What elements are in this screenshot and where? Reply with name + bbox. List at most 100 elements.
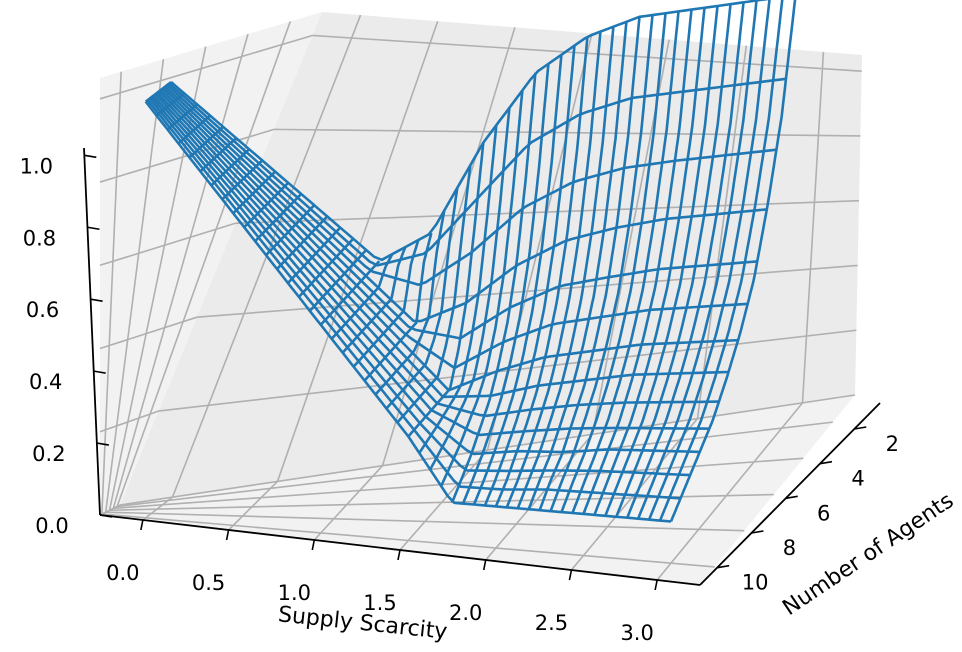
surface-line-x xyxy=(407,142,485,438)
z-tick-label: 0.4 xyxy=(29,370,62,394)
surface-line-y xyxy=(158,90,739,392)
surface-line-x xyxy=(669,0,797,522)
surface-line-x xyxy=(450,72,537,504)
y-axis-title: Number of Agents xyxy=(778,488,958,621)
surface-line-x xyxy=(593,7,706,516)
x-tick xyxy=(140,519,144,531)
surface-line-x xyxy=(538,16,641,511)
floor-gridline-x xyxy=(228,480,279,531)
x-tick-label: 1.0 xyxy=(278,581,311,605)
left-gridline-y xyxy=(104,59,165,513)
left-gridline-y xyxy=(112,33,249,509)
x-tick xyxy=(397,549,401,561)
y-tick xyxy=(751,530,764,534)
x-tick xyxy=(568,569,573,581)
y-axis-line xyxy=(699,402,881,586)
z-tick-label: 0.0 xyxy=(35,514,68,538)
x-tick-label: 1.5 xyxy=(363,591,396,615)
surface-line-x xyxy=(483,45,576,507)
left-gridline-y xyxy=(101,71,122,515)
y-tick-label: 2 xyxy=(886,432,899,456)
surface-line-x xyxy=(549,14,654,512)
surface-line-x xyxy=(626,2,745,519)
surface-line-y xyxy=(156,91,729,399)
surface-line-x xyxy=(604,5,719,517)
surface-line-x xyxy=(374,210,446,396)
surface-line-x xyxy=(429,107,511,471)
y-tick xyxy=(785,495,798,500)
surface-line-x xyxy=(418,125,498,454)
left-gridline-z xyxy=(99,410,159,433)
floor-gridline-y xyxy=(117,421,833,508)
back-gridline-z xyxy=(119,394,856,506)
surface-line-y xyxy=(170,0,770,262)
z-tick xyxy=(93,370,106,374)
axis-panes xyxy=(100,12,862,585)
left-gridline-y xyxy=(116,21,292,507)
x-tick-label: 2.5 xyxy=(535,611,568,635)
x-tick-label: 2.0 xyxy=(449,601,482,625)
z-tick-label: 1.0 xyxy=(20,154,53,178)
surface-line-y xyxy=(168,77,787,267)
x-tick xyxy=(482,559,487,571)
surface-line-x xyxy=(658,0,784,522)
surface-line-y xyxy=(146,99,681,500)
z-tick xyxy=(99,514,113,518)
floor-gridline-x xyxy=(313,465,384,541)
surface-line-x xyxy=(396,165,472,424)
surface-line-y xyxy=(148,97,691,477)
back-gridline-x xyxy=(696,45,748,419)
surface-line-x xyxy=(647,0,771,521)
left-gridline-z xyxy=(99,316,198,350)
x-tick-label: 3.0 xyxy=(620,621,653,645)
surface-line-x xyxy=(636,0,758,520)
y-tick-label: 10 xyxy=(742,571,769,595)
left-gridline-z xyxy=(99,222,236,267)
z-tick xyxy=(84,154,97,159)
y-tick-label: 4 xyxy=(851,467,864,491)
surface-line-x xyxy=(527,21,628,510)
y-tick-label: 6 xyxy=(817,501,830,525)
surface-line-y xyxy=(150,96,700,456)
floor-gridline-x xyxy=(399,449,489,551)
y-tick xyxy=(819,460,833,465)
y-tick-label: 8 xyxy=(783,536,796,560)
left-pane xyxy=(100,12,322,515)
z-tick xyxy=(87,226,100,231)
floor-gridline-x xyxy=(485,433,594,561)
left-gridline-z xyxy=(99,34,313,100)
surface-line-y xyxy=(154,93,719,418)
x-tick xyxy=(654,579,658,591)
surface-line-x xyxy=(472,54,563,505)
surface-line-x xyxy=(571,11,680,514)
x-tick xyxy=(225,529,230,541)
surface-line-y xyxy=(152,94,710,437)
surface-line-x xyxy=(615,4,732,518)
surface-line-y xyxy=(166,84,777,287)
floor-gridline-x xyxy=(656,402,804,581)
surface-line-x xyxy=(560,13,667,513)
surface-line-y xyxy=(144,100,672,523)
back-pane xyxy=(120,12,862,505)
y-tick xyxy=(854,426,867,430)
x-tick xyxy=(311,539,316,551)
surface-line-x xyxy=(461,63,550,505)
floor-gridline-y xyxy=(101,513,715,568)
surface-wireframe xyxy=(144,0,797,523)
surface-line-y xyxy=(160,88,748,370)
surface-line-x xyxy=(440,90,524,487)
z-tick-label: 0.8 xyxy=(23,226,56,250)
z-axis-line xyxy=(83,147,101,516)
x-tick-label: 0.0 xyxy=(106,561,139,585)
z-tick xyxy=(96,442,109,446)
surface-line-y xyxy=(164,85,767,323)
y-tick xyxy=(717,564,730,569)
left-gridline-z xyxy=(99,504,121,516)
z-tick-label: 0.6 xyxy=(26,298,59,322)
surface-line-x xyxy=(385,187,459,410)
z-tick xyxy=(90,298,103,302)
axis-lines xyxy=(83,147,881,591)
surface-line-x xyxy=(582,9,693,515)
